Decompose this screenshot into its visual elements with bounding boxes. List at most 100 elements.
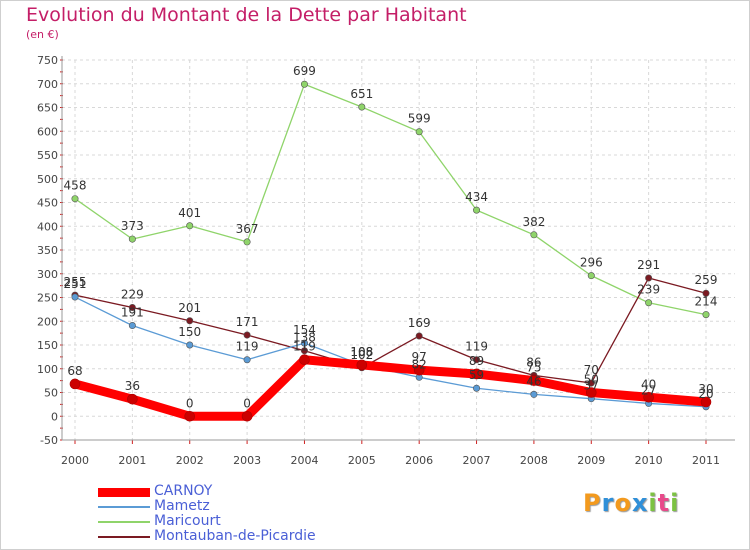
y-tick-label: 450 [37,197,58,210]
data-point [71,195,79,203]
data-point [69,378,81,390]
data-label: 434 [465,190,488,204]
data-label: 119 [236,340,259,354]
data-label: 291 [637,258,660,272]
data-label: 651 [350,87,373,101]
x-tick-label: 2000 [61,454,89,467]
y-tick-label: 50 [44,387,58,400]
data-label: 75 [526,361,541,375]
y-tick-label: 400 [37,220,58,233]
data-point [186,341,194,349]
data-label: 82 [412,357,427,371]
legend-label: CARNOY [154,483,213,499]
x-tick-label: 2005 [348,454,376,467]
legend-swatch [98,521,150,523]
x-tick-label: 2008 [520,454,548,467]
data-label: 229 [121,287,144,301]
x-tick-label: 2001 [118,454,146,467]
data-label: 68 [67,364,82,378]
data-point [473,206,481,214]
data-point [585,387,597,398]
y-tick-label: 600 [37,125,58,138]
data-point [530,390,538,398]
y-tick-label: 650 [37,102,58,115]
data-point [471,368,482,380]
data-point [356,359,368,371]
data-label: 150 [178,325,201,339]
chart-title: Evolution du Montant de la Dette par Hab… [26,4,467,26]
logo-letter: x [631,489,649,517]
x-tick-label: 2003 [233,454,261,467]
logo-letter: i [670,489,680,517]
data-point [473,384,481,392]
x-tick-label: 2009 [577,454,605,467]
y-tick-label: 300 [37,268,58,281]
x-tick-label: 2010 [635,454,663,467]
y-tick-label: 250 [37,292,58,305]
data-point [473,356,481,364]
data-point [358,103,366,111]
y-tick-label: 0 [51,410,58,423]
data-label: 89 [469,354,484,368]
data-label: 46 [526,374,541,388]
data-point [300,80,308,88]
y-tick-label: 500 [37,173,58,186]
data-label: 599 [408,112,431,126]
data-point [587,379,595,387]
data-label: 296 [580,256,603,270]
data-point [645,274,653,282]
data-label: 367 [236,222,259,236]
data-label: 108 [350,345,373,359]
data-label: 373 [121,219,144,233]
data-label-layer: 4583734013676996515994343822962392142552… [64,64,718,410]
legend-swatch [98,506,150,508]
data-label: 27 [641,383,656,397]
data-label: 97 [412,350,427,364]
y-tick-label: 550 [37,149,58,162]
proxiti-logo: Proxiti [583,489,679,517]
x-tick-label: 2007 [463,454,491,467]
x-tick-label: 2004 [290,454,318,467]
legend-label: Maricourt [154,513,221,529]
logo-letter: i [648,489,658,517]
x-tick-label: 2006 [405,454,433,467]
data-point [243,331,251,339]
data-label: 255 [64,275,87,289]
data-point [645,299,653,307]
data-label: 0 [186,396,194,410]
data-point [243,238,251,246]
legend-label: Montauban-de-Picardie [154,528,316,544]
data-point [643,391,654,403]
data-point [415,128,423,136]
y-tick-label: 200 [37,315,58,328]
data-label: 239 [637,283,660,297]
data-point [530,231,538,239]
x-tick-label: 2002 [176,454,204,467]
data-label: 169 [408,316,431,330]
logo-letter: P [583,489,602,517]
data-point [128,303,136,311]
data-label: 59 [469,368,484,382]
y-tick-label: 150 [37,339,58,352]
logo-letter: o [614,489,632,517]
data-label: 138 [293,331,316,345]
data-point [300,339,308,347]
data-label: 119 [293,340,316,354]
data-point [528,375,540,386]
data-point [300,347,308,355]
data-label: 458 [64,179,87,193]
data-point [186,317,194,325]
legend-label: Mametz [154,498,210,514]
grid-layer [62,59,735,441]
series-line-montauban-de-picardie [74,277,707,384]
data-label: 119 [465,340,488,354]
data-point [299,354,310,366]
y-tick-label: 100 [37,363,58,376]
x-tick-label: 2011 [692,454,720,467]
data-label: 20 [698,387,713,401]
data-point [700,396,712,408]
data-label: 214 [695,295,718,309]
data-label: 154 [293,323,316,337]
data-label: 0 [243,396,251,410]
series-layer [69,80,712,422]
